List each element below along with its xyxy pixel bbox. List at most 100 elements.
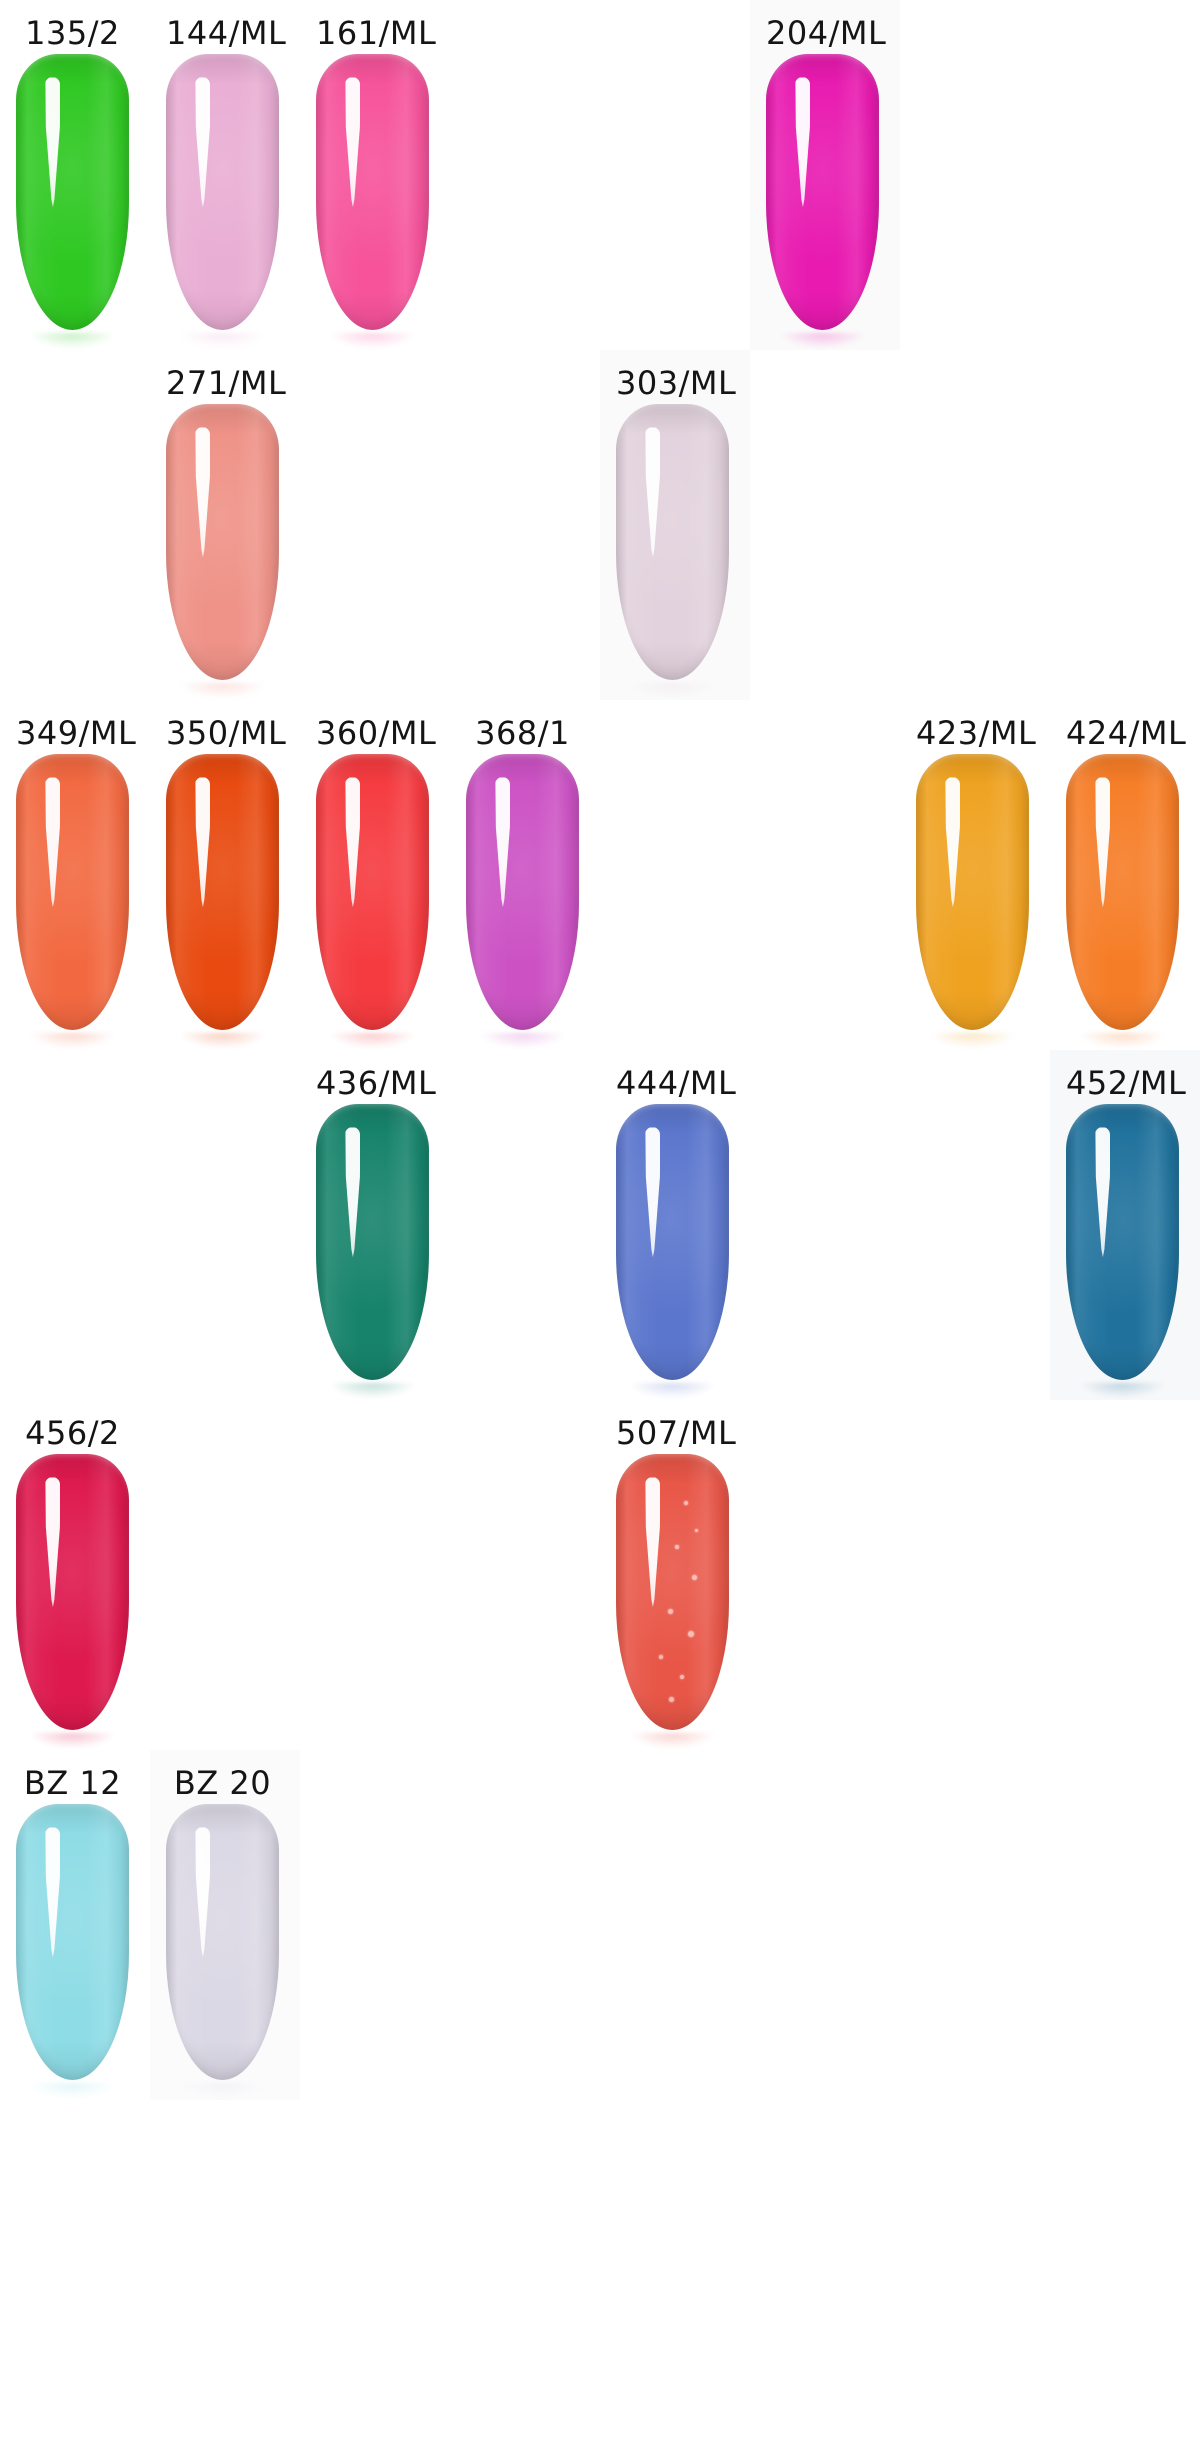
reflection-shadow <box>316 1033 429 1055</box>
swatch-label: 368/1 <box>475 714 570 752</box>
nail-swatch <box>166 1804 279 2080</box>
swatch-label: 436/ML <box>316 1064 437 1102</box>
reflection-shadow <box>166 2083 279 2105</box>
reflection-shadow <box>916 1033 1029 1055</box>
swatch-cell: 507/ML <box>600 1400 750 1755</box>
swatch-cell: 349/ML <box>0 700 150 1055</box>
swatch-label: 144/ML <box>166 14 287 52</box>
gloss-highlight <box>345 777 361 908</box>
swatch-label: 424/ML <box>1066 714 1187 752</box>
gloss-highlight <box>195 1827 211 1958</box>
reflection-shadow <box>316 1383 429 1405</box>
reflection-shadow <box>1066 1033 1179 1055</box>
swatch-cell: 436/ML <box>300 1050 450 1405</box>
gloss-highlight <box>1095 777 1111 908</box>
glitter-dot <box>658 1655 663 1660</box>
swatch-label: 204/ML <box>766 14 887 52</box>
gloss-highlight <box>495 777 511 908</box>
reflection-shadow <box>766 333 879 355</box>
reflection-shadow <box>166 333 279 355</box>
glitter-dot <box>669 1696 675 1702</box>
gloss-highlight <box>45 1477 61 1608</box>
swatch-cell: 350/ML <box>150 700 300 1055</box>
swatch-cell: 423/ML <box>900 700 1050 1055</box>
reflection-shadow <box>16 2083 129 2105</box>
nail-swatch <box>616 404 729 680</box>
reflection-shadow <box>16 1733 129 1755</box>
swatch-cell: 456/2 <box>0 1400 150 1755</box>
glitter-dot <box>683 1500 688 1505</box>
glitter-dot <box>667 1608 673 1614</box>
swatch-label: 456/2 <box>25 1414 120 1452</box>
glitter-dot <box>680 1674 685 1679</box>
gloss-highlight <box>345 77 361 208</box>
swatch-label: 271/ML <box>166 364 287 402</box>
swatch-label: 423/ML <box>916 714 1037 752</box>
swatch-label: 349/ML <box>16 714 137 752</box>
nail-swatch <box>1066 754 1179 1030</box>
nail-swatch <box>166 404 279 680</box>
gloss-highlight <box>45 1827 61 1958</box>
gloss-highlight <box>45 77 61 208</box>
glitter-dot <box>688 1630 695 1637</box>
nail-swatch <box>166 754 279 1030</box>
swatch-label: 161/ML <box>316 14 437 52</box>
gloss-highlight <box>1095 1127 1111 1258</box>
swatch-cell: 424/ML <box>1050 700 1200 1055</box>
glitter-dot <box>691 1575 697 1581</box>
reflection-shadow <box>166 1033 279 1055</box>
reflection-shadow <box>16 333 129 355</box>
reflection-shadow <box>466 1033 579 1055</box>
nail-swatch <box>616 1454 729 1730</box>
swatch-label: 452/ML <box>1066 1064 1187 1102</box>
nail-swatch <box>16 754 129 1030</box>
reflection-shadow <box>1066 1383 1179 1405</box>
glitter-dot <box>674 1545 679 1550</box>
nail-swatch <box>1066 1104 1179 1380</box>
gloss-highlight <box>345 1127 361 1258</box>
nail-swatch <box>466 754 579 1030</box>
reflection-shadow <box>616 1383 729 1405</box>
reflection-shadow <box>316 333 429 355</box>
swatch-cell: 204/ML <box>750 0 900 355</box>
gloss-highlight <box>195 77 211 208</box>
gloss-highlight <box>195 777 211 908</box>
glitter-dot <box>695 1528 699 1532</box>
gloss-highlight <box>645 1127 661 1258</box>
swatch-label: 444/ML <box>616 1064 737 1102</box>
swatch-cell: 144/ML <box>150 0 300 355</box>
nail-swatch <box>316 754 429 1030</box>
gloss-highlight <box>795 77 811 208</box>
swatch-cell: BZ 20 <box>150 1750 300 2105</box>
reflection-shadow <box>16 1033 129 1055</box>
swatch-label: 507/ML <box>616 1414 737 1452</box>
swatch-cell: 303/ML <box>600 350 750 705</box>
swatch-label: 360/ML <box>316 714 437 752</box>
nail-swatch <box>916 754 1029 1030</box>
swatch-label: 135/2 <box>25 14 120 52</box>
nail-swatch <box>616 1104 729 1380</box>
nail-swatch <box>316 1104 429 1380</box>
gloss-highlight <box>645 1477 661 1608</box>
reflection-shadow <box>166 683 279 705</box>
reflection-shadow <box>616 683 729 705</box>
nail-swatch <box>166 54 279 330</box>
reflection-shadow <box>616 1733 729 1755</box>
nail-swatch <box>16 1454 129 1730</box>
swatch-cell: 368/1 <box>450 700 600 1055</box>
swatch-cell: 444/ML <box>600 1050 750 1405</box>
nail-swatch <box>16 54 129 330</box>
swatch-cell: 135/2 <box>0 0 150 355</box>
gloss-highlight <box>45 777 61 908</box>
swatch-cell: BZ 12 <box>0 1750 150 2105</box>
swatch-label: 303/ML <box>616 364 737 402</box>
gloss-highlight <box>945 777 961 908</box>
swatch-label: 350/ML <box>166 714 287 752</box>
swatch-cell: 161/ML <box>300 0 450 355</box>
gloss-highlight <box>195 427 211 558</box>
swatch-cell: 452/ML <box>1050 1050 1200 1405</box>
gloss-highlight <box>645 427 661 558</box>
nail-swatch <box>16 1804 129 2080</box>
nail-swatch <box>766 54 879 330</box>
